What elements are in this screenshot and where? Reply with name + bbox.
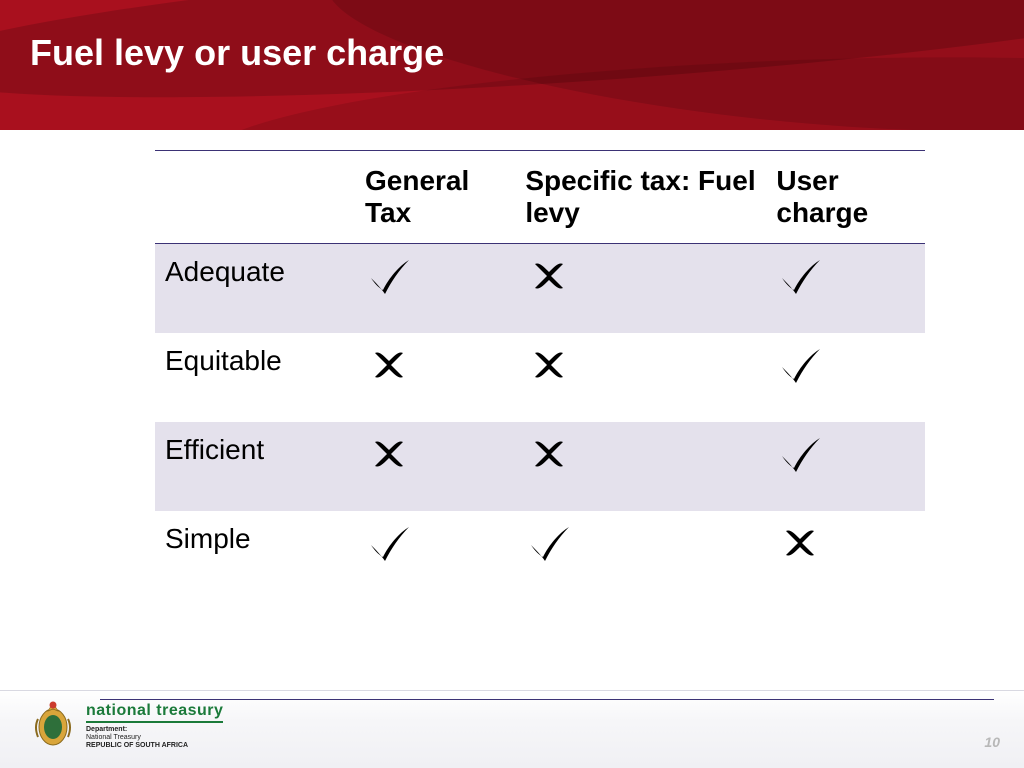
row-cell <box>355 422 515 511</box>
row-cell <box>355 333 515 422</box>
coat-of-arms-icon <box>30 697 76 754</box>
page-number: 10 <box>984 734 1000 750</box>
content-area: General Tax Specific tax: Fuel levy User… <box>155 150 925 600</box>
cross-icon <box>525 271 573 302</box>
footer-brand: national treasury Department: National T… <box>86 702 223 750</box>
check-icon <box>776 449 824 480</box>
cross-icon <box>365 449 413 480</box>
check-icon <box>525 538 573 569</box>
comparison-table: General Tax Specific tax: Fuel levy User… <box>155 150 925 600</box>
row-label: Simple <box>155 511 355 600</box>
table-header-user-charge: User charge <box>766 151 925 244</box>
table-row: Efficient <box>155 422 925 511</box>
slide-footer: national treasury Department: National T… <box>0 690 1024 768</box>
row-label: Equitable <box>155 333 355 422</box>
table-row: Simple <box>155 511 925 600</box>
row-cell <box>515 333 766 422</box>
cross-icon <box>525 360 573 391</box>
row-cell <box>515 244 766 334</box>
footer-rule <box>100 699 994 700</box>
table-header-blank <box>155 151 355 244</box>
footer-logo: national treasury Department: National T… <box>30 697 223 754</box>
brand-name: national treasury <box>86 702 223 724</box>
table-row: Equitable <box>155 333 925 422</box>
row-cell <box>515 511 766 600</box>
brand-country: REPUBLIC OF SOUTH AFRICA <box>86 742 223 750</box>
row-cell <box>515 422 766 511</box>
table-row: Adequate <box>155 244 925 334</box>
check-icon <box>365 271 413 302</box>
check-icon <box>776 271 824 302</box>
brand-dept: National Treasury <box>86 734 223 742</box>
brand-dept-label: Department: <box>86 726 223 734</box>
slide: Fuel levy or user charge General Tax Spe… <box>0 0 1024 768</box>
table-header-general-tax: General Tax <box>355 151 515 244</box>
row-cell <box>766 333 925 422</box>
cross-icon <box>776 538 824 569</box>
cross-icon <box>365 360 413 391</box>
check-icon <box>365 538 413 569</box>
row-cell <box>766 422 925 511</box>
table-header-row: General Tax Specific tax: Fuel levy User… <box>155 151 925 244</box>
slide-header: Fuel levy or user charge <box>0 0 1024 130</box>
row-cell <box>355 511 515 600</box>
row-label: Adequate <box>155 244 355 334</box>
row-cell <box>355 244 515 334</box>
slide-title: Fuel levy or user charge <box>30 32 444 74</box>
check-icon <box>776 360 824 391</box>
row-cell <box>766 244 925 334</box>
row-label: Efficient <box>155 422 355 511</box>
cross-icon <box>525 449 573 480</box>
row-cell <box>766 511 925 600</box>
table-header-fuel-levy: Specific tax: Fuel levy <box>515 151 766 244</box>
table-body: AdequateEquitableEfficientSimple <box>155 244 925 601</box>
